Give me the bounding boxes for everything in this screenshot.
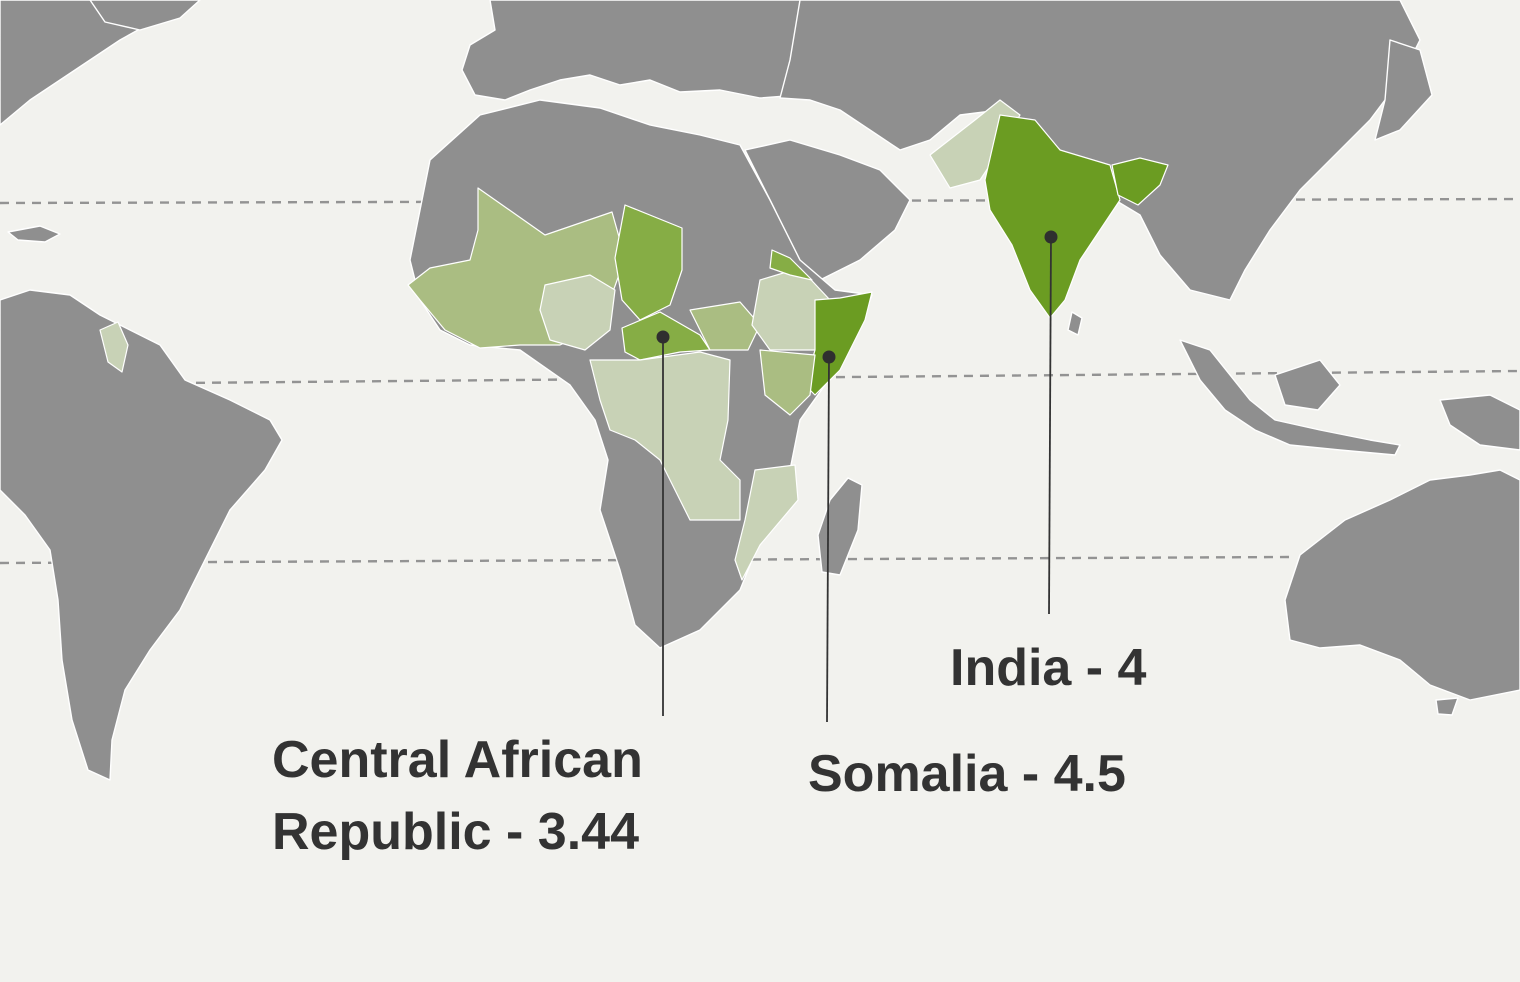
somalia-region — [804, 291, 873, 396]
greenland-landmass — [89, 0, 201, 31]
callout-label-somalia: Somalia - 4.5 — [808, 745, 1126, 803]
japan-landmass — [1374, 39, 1433, 141]
south-america-landmass — [0, 289, 283, 781]
india-region — [984, 114, 1121, 319]
sri-lanka-landmass — [1067, 311, 1083, 336]
caribbean-landmass — [7, 225, 61, 243]
guyana-region — [99, 321, 129, 373]
callout-label-central-african-republic: Central African Republic - 3.44 — [272, 731, 643, 861]
eritrea-region — [769, 249, 813, 281]
congo-basin-region — [589, 351, 741, 521]
asia-landmass — [779, 0, 1421, 301]
australia-landmass — [1284, 469, 1520, 701]
bangladesh-myanmar-region — [1111, 157, 1169, 206]
chad-region — [614, 204, 683, 321]
southeast-asia-landmass — [1179, 339, 1401, 456]
sudan-region — [689, 301, 761, 351]
leader-line-india — [1048, 236, 1052, 615]
marker-india — [1044, 230, 1058, 244]
callout-label-india: India - 4 — [950, 639, 1147, 697]
kenya-region — [759, 349, 816, 416]
madagascar-landmass — [817, 477, 863, 576]
borneo-landmass — [1274, 359, 1341, 411]
marker-somalia — [822, 350, 836, 364]
nigeria-region — [539, 274, 616, 351]
marker-central-african-republic — [656, 330, 670, 344]
leader-line-somalia — [826, 356, 830, 723]
mozambique-region — [734, 464, 799, 581]
new-guinea-landmass — [1439, 394, 1520, 451]
tasmania-landmass — [1435, 697, 1459, 716]
